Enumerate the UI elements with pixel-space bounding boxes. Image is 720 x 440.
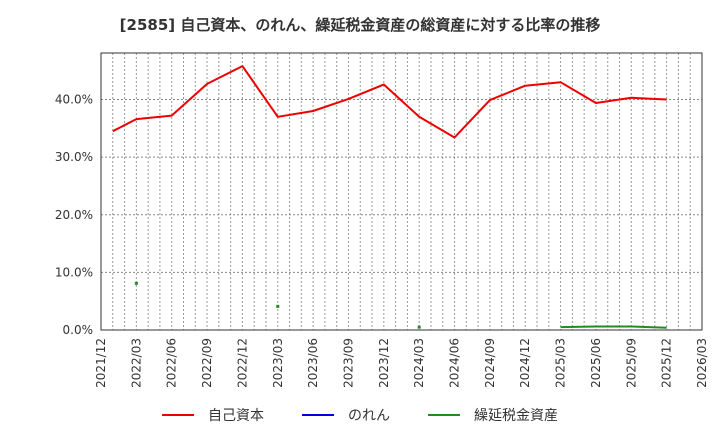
x-tick-label: 2023/09: [341, 338, 355, 388]
x-tick-label: 2024/06: [448, 338, 462, 388]
x-tick-label: 2024/03: [412, 338, 426, 388]
y-tick-label: 30.0%: [55, 150, 93, 164]
data-point: [417, 325, 421, 329]
legend-label: のれん: [348, 408, 390, 424]
x-tick-label: 2025/03: [554, 338, 568, 388]
legend-swatch-green: [428, 414, 460, 416]
y-tick-label: 10.0%: [55, 265, 93, 279]
series-line: [112, 65, 667, 139]
data-point: [276, 304, 280, 308]
legend-item-equity: 自己資本: [162, 404, 264, 426]
x-tick-label: 2025/09: [624, 338, 638, 388]
x-tick-label: 2022/09: [200, 338, 214, 388]
x-tick-label: 2024/09: [483, 338, 497, 388]
y-tick-label: 40.0%: [55, 93, 93, 107]
data-point: [134, 281, 138, 285]
chart-title: [2585] 自己資本、のれん、繰延税金資産の総資産に対する比率の推移: [119, 16, 601, 34]
x-tick-label: 2026/03: [695, 338, 709, 388]
x-tick-label: 2025/12: [660, 338, 674, 388]
legend-swatch-blue: [302, 414, 334, 416]
legend-item-deferred-tax: 繰延税金資産: [428, 404, 558, 426]
legend: 自己資本 のれん 繰延税金資産: [0, 404, 720, 426]
x-tick-label: 2023/06: [306, 338, 320, 388]
x-tick-label: 2022/06: [165, 338, 179, 388]
x-tick-label: 2023/03: [271, 338, 285, 388]
plot-frame: [100, 52, 703, 331]
y-tick-label: 20.0%: [55, 208, 93, 222]
x-tick-label: 2022/12: [235, 338, 249, 388]
legend-label: 繰延税金資産: [474, 408, 558, 424]
series-line: [560, 325, 667, 329]
legend-swatch-red: [162, 414, 194, 416]
x-tick-label: 2022/03: [129, 338, 143, 388]
y-tick-label: 0.0%: [63, 323, 94, 337]
legend-label: 自己資本: [208, 408, 264, 424]
x-tick-label: 2023/12: [377, 338, 391, 388]
x-tick-label: 2025/06: [589, 338, 603, 388]
x-tick-label: 2024/12: [518, 338, 532, 388]
x-tick-label: 2021/12: [94, 338, 108, 388]
legend-item-goodwill: のれん: [302, 404, 390, 426]
